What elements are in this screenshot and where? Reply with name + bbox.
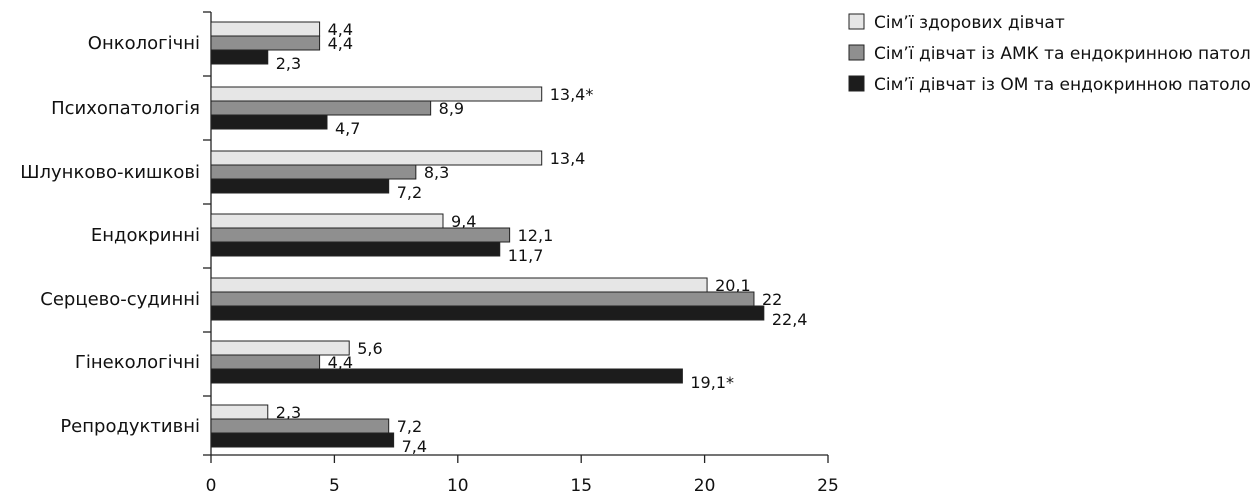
data-label: 4,7 [335, 119, 360, 138]
bar-series-2 [210, 354, 321, 370]
x-tick-label: 15 [570, 476, 592, 496]
data-label: 22 [762, 290, 782, 309]
bar-series-2 [210, 35, 321, 51]
legend-swatch [848, 13, 865, 30]
category-label: Репродуктивні [60, 416, 200, 437]
data-label: 19,1* [690, 373, 734, 392]
bar-series-3 [210, 49, 269, 65]
bar-series-1 [210, 404, 269, 420]
data-label: 7,4 [402, 437, 427, 456]
bar-series-2 [210, 100, 432, 116]
category-label: Серцево-судинні [40, 289, 200, 310]
bar-series-3 [210, 432, 395, 448]
bar-series-2 [210, 227, 511, 243]
data-label: 9,4 [451, 212, 476, 231]
category-label: Гінекологічні [75, 352, 200, 373]
legend-entry-label: Сім’ї дівчат із ОМ та ендокринною патоло… [874, 75, 1250, 95]
bar-series-1 [210, 150, 543, 166]
bar-series-1 [210, 21, 321, 37]
bar-series-2 [210, 164, 417, 180]
legend-entry-label: Сім’ї дівчат із АМК та ендокринною патол… [874, 44, 1250, 64]
legend-entry-label: Сім’ї здорових дівчат [874, 13, 1065, 33]
data-label: 8,9 [439, 99, 464, 118]
data-label: 4,4 [328, 353, 353, 372]
data-label: 2,3 [276, 403, 301, 422]
data-label: 11,7 [508, 246, 544, 265]
data-label: 13,4* [550, 85, 594, 104]
bar-series-2 [210, 291, 755, 307]
data-label: 7,2 [397, 183, 422, 202]
category-label: Шлунково-кишкові [20, 162, 200, 183]
data-label: 12,1 [518, 226, 554, 245]
bar-series-3 [210, 114, 328, 130]
category-label: Онкологічні [88, 33, 200, 54]
bar-series-3 [210, 241, 501, 257]
category-label: Ендокринні [91, 225, 200, 246]
x-tick-label: 10 [447, 476, 469, 496]
data-label: 8,3 [424, 163, 449, 182]
data-label: 22,4 [772, 310, 808, 329]
data-label: 20,1 [715, 276, 751, 295]
bar-series-2 [210, 418, 390, 434]
bar-series-3 [210, 178, 390, 194]
legend: Сім’ї здорових дівчат Сім’ї дівчат із АМК… [848, 13, 1250, 95]
x-tick-label: 25 [817, 476, 839, 496]
data-label: 13,4 [550, 149, 586, 168]
bar-series-1 [210, 213, 444, 229]
legend-swatch [848, 75, 865, 92]
bar-series-3 [210, 305, 765, 321]
data-label: 2,3 [276, 54, 301, 73]
bar-series-1 [210, 277, 708, 293]
x-tick-label: 5 [329, 476, 340, 496]
data-label: 4,4 [328, 34, 353, 53]
x-tick-label: 20 [694, 476, 716, 496]
bar-series-1 [210, 86, 543, 102]
x-tick-label: 0 [206, 476, 217, 496]
category-label: Психопатологія [51, 98, 200, 119]
data-label: 4,4 [328, 20, 353, 39]
plot-area: 0 5 10 15 20 25Онкологічні4,44,42,3Психопатол… [20, 11, 839, 496]
bar-series-3 [210, 368, 683, 384]
legend-swatch [848, 44, 865, 61]
data-label: 7,2 [397, 417, 422, 436]
data-label: 5,6 [357, 339, 382, 358]
